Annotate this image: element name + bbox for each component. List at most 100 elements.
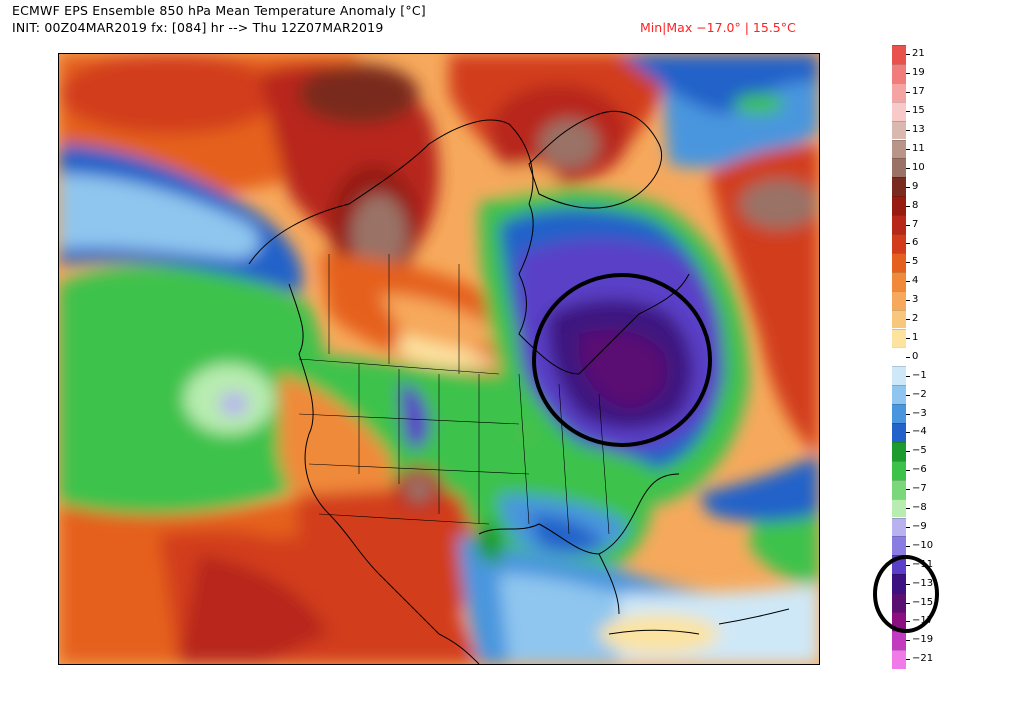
colorbar-tick (906, 92, 910, 94)
colorbar-tick (906, 337, 910, 339)
colorbar-tick (906, 583, 910, 585)
colorbar-tick (906, 489, 910, 491)
colorbar-swatch (892, 177, 906, 197)
colorbar-swatch (892, 404, 906, 423)
colorbar-tick (906, 356, 910, 358)
colorbar-tick (906, 451, 910, 453)
colorbar-tick (906, 130, 910, 132)
colorbar-swatch (892, 290, 906, 310)
colorbar-swatch (892, 612, 906, 631)
colorbar-label: −15 (912, 596, 934, 608)
colorbar-swatch (892, 649, 906, 669)
colorbar-label: 10 (912, 161, 925, 173)
colorbar-tick (906, 470, 910, 472)
colorbar-tick (906, 167, 910, 169)
colorbar-tick (906, 621, 910, 623)
colorbar-swatch (892, 574, 906, 594)
colorbar-label: 15 (912, 105, 925, 117)
colorbar-swatch (892, 479, 906, 499)
colorbar-label: 11 (912, 142, 925, 154)
colorbar-label: −21 (912, 653, 934, 665)
colorbar-label: 21 (912, 48, 925, 60)
colorbar-swatch (892, 252, 906, 272)
colorbar-label: 19 (912, 67, 925, 79)
colorbar-label: −5 (912, 445, 927, 457)
colorbar-tick (906, 375, 910, 377)
chart-title: ECMWF EPS Ensemble 850 hPa Mean Temperat… (12, 3, 426, 18)
colorbar-swatch (892, 517, 906, 537)
colorbar-swatch (892, 82, 906, 102)
colorbar-swatch (892, 139, 906, 159)
colorbar-label: 2 (912, 313, 919, 325)
colorbar-swatch (892, 158, 906, 178)
colorbar-swatch (892, 45, 906, 64)
colorbar-tick (906, 659, 910, 661)
colorbar-swatch (892, 460, 906, 480)
colorbar-tick (906, 148, 910, 150)
colorbar-swatch (892, 536, 906, 556)
colorbar-label: −19 (912, 634, 934, 646)
colorbar-swatch (892, 196, 906, 216)
colorbar-tick (906, 262, 910, 264)
colorbar-label: −2 (912, 388, 927, 400)
colorbar-label: −9 (912, 520, 927, 532)
colorbar-label: −6 (912, 464, 927, 476)
colorbar-label: −17 (912, 615, 934, 627)
colorbar-tick (906, 564, 910, 566)
colorbar-tick (906, 281, 910, 283)
colorbar-swatch (892, 120, 906, 140)
colorbar-swatch (892, 385, 906, 405)
colorbar-swatch (892, 423, 906, 442)
coastlines (248, 110, 790, 664)
cold-anomaly-circle (532, 273, 712, 447)
colorbar-tick (906, 224, 910, 226)
colorbar-label: 7 (912, 218, 919, 230)
colorbar-swatch (892, 366, 906, 386)
colorbar-label: 3 (912, 294, 919, 306)
colorbar-swatch (892, 441, 906, 461)
colorbar-label: 17 (912, 86, 925, 98)
colorbar: 21 19 17 15 13 11 10 9 8 7 6 5 4 3 2 1 0 −1 −2 −3 −4 −5 −6 −7 −8… (892, 45, 933, 669)
colorbar-swatch (892, 498, 906, 518)
colorbar-swatch (892, 593, 906, 612)
colorbar-label: 1 (912, 331, 919, 343)
colorbar-swatch (892, 215, 906, 234)
map-canvas (59, 54, 819, 664)
colorbar-label: 4 (912, 275, 919, 287)
colorbar-tick (906, 640, 910, 642)
colorbar-swatch (892, 309, 906, 329)
colorbar-label: 5 (912, 256, 919, 268)
colorbar-swatch (892, 234, 906, 253)
colorbar-tick (906, 54, 910, 56)
colorbar-tick (906, 526, 910, 528)
colorbar-label: 8 (912, 199, 919, 211)
colorbar-swatch (892, 271, 906, 291)
colorbar-annotation-circle (873, 555, 939, 633)
colorbar-label: −10 (912, 539, 934, 551)
colorbar-tick (906, 300, 910, 302)
colorbar-label: −1 (912, 369, 927, 381)
colorbar-label: 6 (912, 237, 919, 249)
colorbar-tick (906, 205, 910, 207)
colorbar-tick (906, 186, 910, 188)
colorbar-label: −7 (912, 483, 927, 495)
colorbar-tick (906, 508, 910, 510)
colorbar-tick (906, 394, 910, 396)
colorbar-label: 0 (912, 350, 919, 362)
colorbar-swatch (892, 328, 906, 348)
colorbar-label: −4 (912, 426, 927, 438)
colorbar-tick (906, 602, 910, 604)
colorbar-tick (906, 319, 910, 321)
min-max-label: Min|Max −17.0° | 15.5°C (640, 20, 796, 35)
colorbar-tick (906, 243, 910, 245)
colorbar-label: −8 (912, 502, 927, 514)
colorbar-label: 9 (912, 180, 919, 192)
colorbar-label: −3 (912, 407, 927, 419)
colorbar-swatch (892, 347, 906, 367)
colorbar-tick (906, 432, 910, 434)
anomaly-map (58, 53, 820, 665)
political-borders (298, 254, 610, 535)
colorbar-swatch (892, 101, 906, 121)
colorbar-tick (906, 111, 910, 113)
colorbar-label: 13 (912, 124, 925, 136)
